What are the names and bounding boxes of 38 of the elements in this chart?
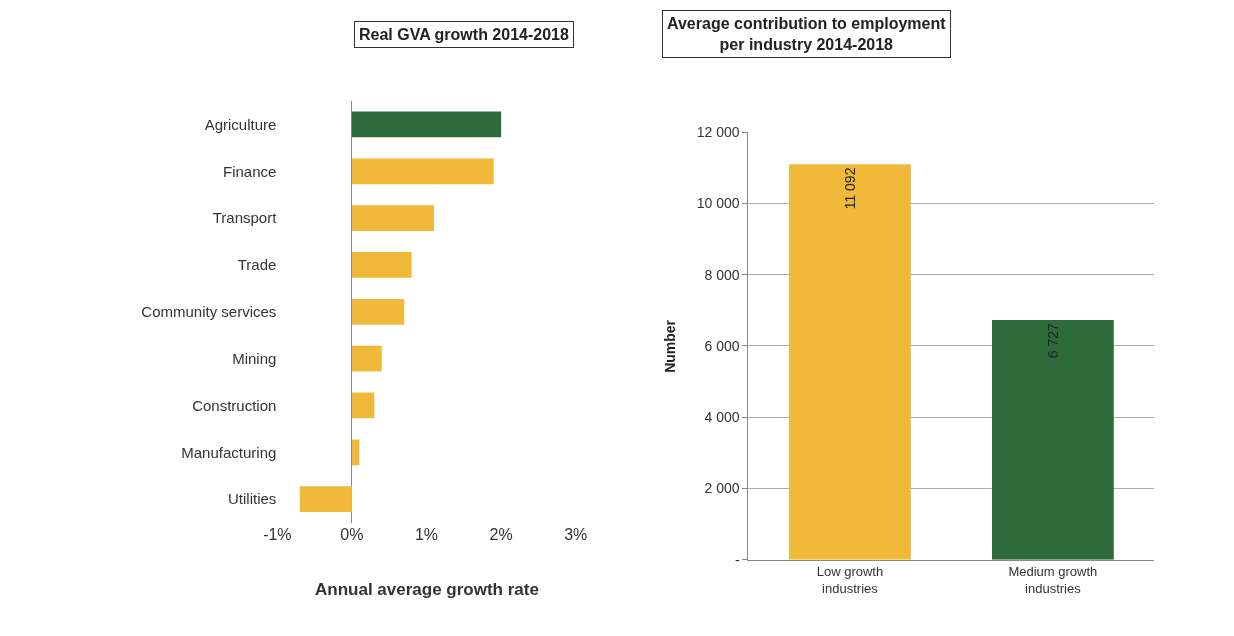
- bar: [351, 158, 494, 185]
- bar: [351, 439, 360, 466]
- data-label: 6 727: [1044, 322, 1061, 359]
- y-tick-label: Agriculture: [204, 115, 277, 133]
- data-label: 11 092: [841, 167, 858, 210]
- x-tick-label: 1%: [414, 525, 439, 543]
- x-tick-label: 2%: [489, 525, 513, 543]
- x-axis-title: Annual average growth rate: [315, 580, 539, 599]
- bar: [299, 486, 352, 513]
- y-tick-label: 8 000: [704, 266, 740, 283]
- y-tick-label: Manufacturing: [181, 443, 277, 461]
- y-tick-label: Transport: [212, 209, 278, 227]
- y-tick-label: 2 000: [704, 480, 740, 497]
- y-tick-label: Mining: [232, 349, 277, 367]
- x-tick-label: 3%: [564, 525, 588, 543]
- bar: [351, 252, 412, 278]
- x-tick-label: Low growth industries: [816, 564, 884, 597]
- bar: [351, 345, 382, 372]
- chart-title: Average contribution to employment per industry 2014-2018: [667, 15, 947, 53]
- y-tick-label: Finance: [222, 162, 277, 180]
- y-tick-label: 12 000: [696, 123, 740, 140]
- bar: [351, 392, 375, 419]
- bar: [351, 111, 502, 138]
- y-tick-label: Construction: [192, 396, 277, 414]
- y-tick-label: Utilities: [228, 490, 277, 508]
- chart-title: Real GVA growth 2014-2018: [359, 26, 569, 43]
- y-tick-label: -: [734, 551, 740, 568]
- x-tick-label: 0%: [340, 525, 364, 543]
- bar: [351, 205, 434, 231]
- y-tick-label: 4 000: [704, 409, 740, 426]
- y-tick-label: Trade: [237, 256, 277, 274]
- y-tick-label: 10 000: [696, 195, 740, 212]
- x-tick-label: Medium growth industries: [1008, 564, 1098, 597]
- x-tick-label: -1%: [263, 525, 292, 543]
- y-tick-label: 6 000: [704, 337, 740, 354]
- bar: [351, 298, 405, 325]
- y-tick-label: Community services: [141, 303, 277, 321]
- y-axis-title: Number: [662, 319, 679, 373]
